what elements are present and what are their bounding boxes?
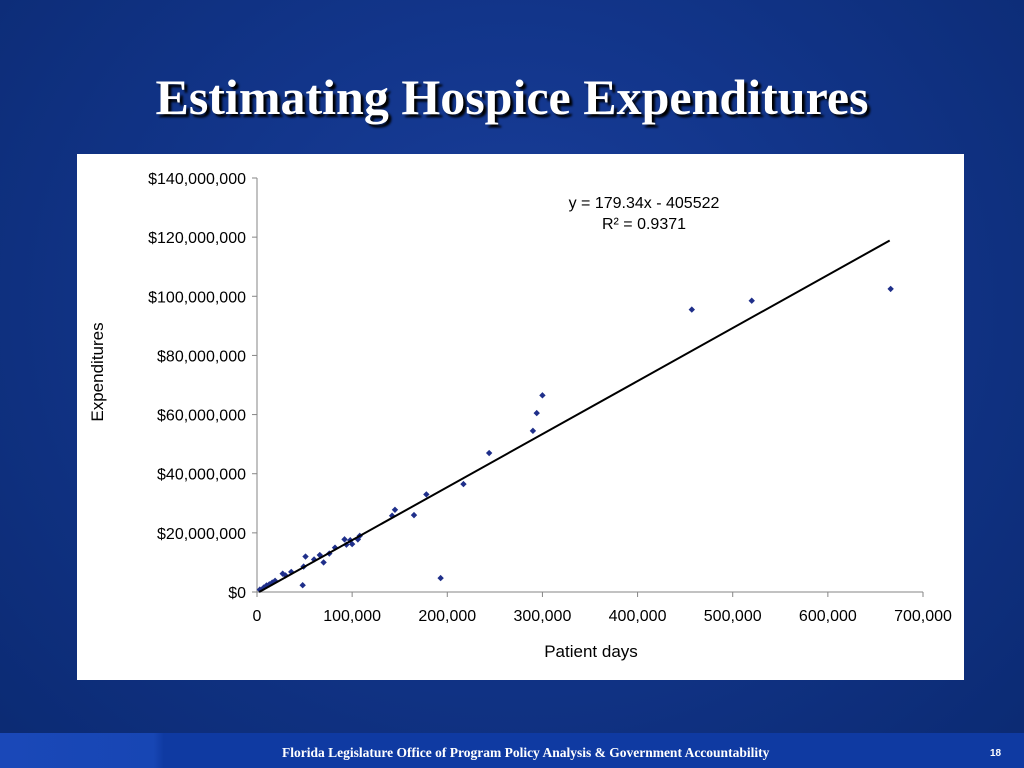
chart-axes [256,178,923,593]
trendline-equation: y = 179.34x - 405522 [569,195,720,212]
y-tick-label: $20,000,000 [157,526,246,543]
data-point [302,553,309,560]
x-tick-label: 200,000 [418,608,476,625]
y-tick-label: $40,000,000 [157,467,246,484]
trendline-r-squared: R² = 0.9371 [602,216,686,233]
data-point [887,285,894,293]
data-point [539,392,546,399]
y-tick-label: $0 [228,585,246,602]
x-axis-ticks: 0 100,000 200,000 300,000 400,000 500,000 600,… [253,592,952,625]
y-axis-label: Expenditures [88,322,107,421]
chart-panel: 0 100,000 200,000 300,000 400,000 500,000 600,… [77,154,964,680]
data-point [485,449,493,457]
data-point [460,480,467,488]
data-points [256,285,894,593]
footer-bar [0,733,1024,768]
x-tick-label: 400,000 [609,608,667,625]
scatter-chart: 0 100,000 200,000 300,000 400,000 500,000 600,… [88,171,952,661]
data-point [437,574,444,582]
data-point [388,512,396,519]
slide-title: Estimating Hospice Expenditures [155,69,869,125]
data-point [341,536,348,543]
x-tick-label: 700,000 [894,608,952,625]
data-point [320,559,327,566]
data-point [688,306,696,313]
data-point [410,511,418,519]
trendline [258,239,891,593]
page-number: 18 [990,748,1002,759]
data-point [423,491,430,498]
y-tick-label: $140,000,000 [148,171,246,188]
x-axis-label: Patient days [544,642,638,661]
y-axis-ticks: $0 $20,000,000 $40,000,000 $60,000,000 $80,0… [148,171,257,602]
y-tick-label: $100,000,000 [148,289,246,306]
y-tick-label: $120,000,000 [148,230,246,247]
data-point [299,581,306,589]
y-tick-label: $80,000,000 [157,348,246,365]
data-point [263,582,270,589]
y-tick-label: $60,000,000 [157,408,246,425]
data-point [529,427,537,435]
data-point [391,506,399,513]
x-tick-label: 600,000 [799,608,857,625]
x-tick-label: 0 [253,608,262,625]
data-point [533,409,540,417]
x-tick-label: 500,000 [704,608,762,625]
footer-organization-text: Florida Legislature Office of Program Po… [282,745,770,760]
data-point [748,297,755,304]
x-tick-label: 100,000 [323,608,381,625]
x-tick-label: 300,000 [514,608,572,625]
